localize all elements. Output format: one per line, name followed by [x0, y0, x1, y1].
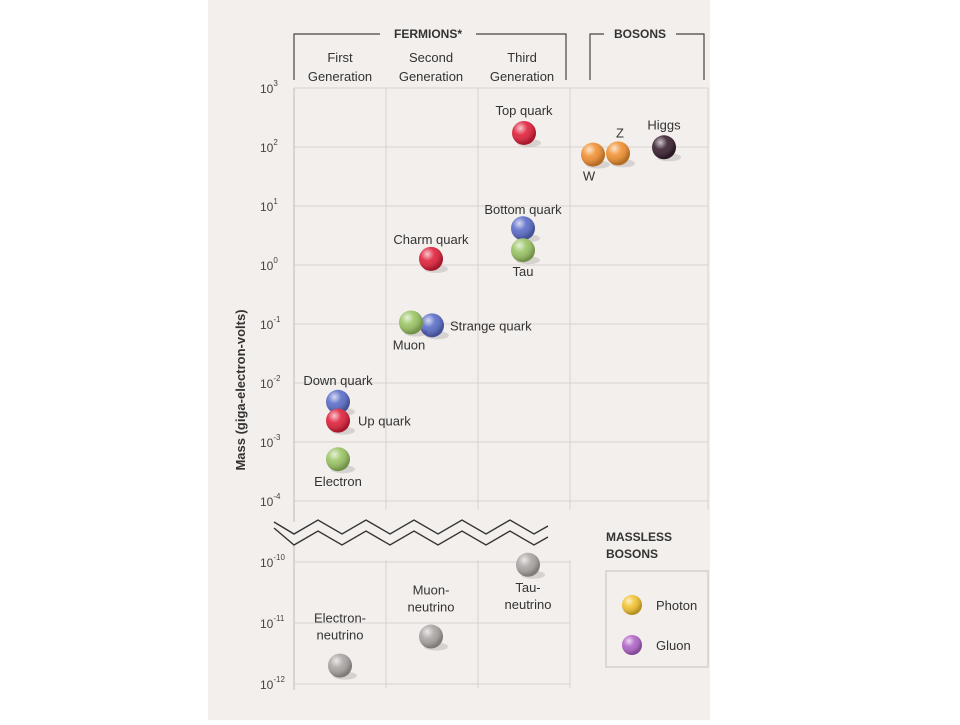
particle-label: Electron-neutrino [314, 611, 366, 643]
particles: Top quark Bottom quark Tau Charm quark Stran… [303, 103, 681, 680]
particle-label: Bottom quark [484, 202, 562, 217]
legend-ball-shine [622, 595, 642, 615]
particle-charm-quark: Charm quark [393, 232, 469, 273]
particle-ball-shine [606, 141, 630, 166]
particle-muon: Muon [393, 310, 428, 353]
particle-label: Strange quark [450, 318, 532, 333]
particle-w: W [581, 142, 610, 184]
particle-label: Tau [513, 264, 534, 279]
y-axis-label: Mass (giga-electron-volts) [233, 309, 248, 470]
massless-bosons-legend: MASSLESS BOSONS Photon Gluon [605, 530, 709, 668]
col2-header-line2: Generation [399, 69, 463, 84]
particle-ball-shine [516, 552, 540, 577]
particle-strange-quark: Strange quark [420, 313, 532, 340]
particle-ball-shine [420, 313, 444, 338]
massless-title-line1: MASSLESS [606, 530, 672, 544]
particle-ball-shine [328, 653, 352, 678]
massless-item-photon: Photon [622, 595, 697, 615]
col3-header-line2: Generation [490, 69, 554, 84]
upper-hgrid [294, 87, 708, 502]
massless-box [605, 570, 709, 668]
particle-label: Down quark [303, 373, 373, 388]
particle-z: Z [606, 125, 635, 168]
upper-grid [385, 88, 709, 510]
particle-ball-shine [511, 216, 535, 241]
particle-label: Tau-neutrino [505, 580, 552, 612]
fermions-heading: FERMIONS* [394, 27, 462, 41]
particle-ball-shine [399, 310, 423, 335]
col1-header-line1: First [327, 50, 353, 65]
particle-label: Muon-neutrino [408, 583, 455, 615]
particle-electron-neutrino: Electron-neutrino [314, 611, 366, 680]
particle-ball-shine [326, 408, 350, 433]
particle-up-quark: Up quark [326, 408, 411, 435]
particle-muon-neutrino: Muon-neutrino [408, 583, 455, 651]
legend-label: Gluon [656, 638, 691, 653]
bosons-bracket [589, 33, 705, 80]
massless-item-gluon: Gluon [622, 635, 691, 655]
particle-ball-shine [419, 246, 443, 271]
particle-ball-shine [419, 624, 443, 649]
particle-label: W [583, 169, 596, 184]
fermions-bracket [293, 33, 567, 80]
particle-electron: Electron [314, 447, 362, 489]
particle-ball-shine [326, 389, 350, 414]
axis-break-upper [273, 519, 549, 535]
particle-ball-shine [511, 238, 535, 263]
particle-bottom-quark: Bottom quark [484, 202, 562, 243]
particle-label: Muon [393, 338, 426, 353]
axis-break-lower [273, 527, 549, 546]
massless-title-line2: BOSONS [606, 547, 658, 561]
particle-label: Z [616, 125, 624, 140]
particle-top-quark: Top quark [495, 103, 553, 147]
col2-header-line1: Second [409, 50, 453, 65]
lower-grid [385, 560, 571, 688]
particle-label: Electron [314, 474, 362, 489]
particle-label: Up quark [358, 414, 411, 429]
particle-tau-neutrino: Tau-neutrino [505, 552, 552, 612]
col1-header-line2: Generation [308, 69, 372, 84]
col3-header-line1: Third [507, 50, 537, 65]
particle-tau: Tau [511, 238, 540, 279]
legend-label: Photon [656, 598, 697, 613]
particle-ball-shine [326, 447, 350, 472]
particle-ball-shine [512, 120, 536, 145]
particle-higgs: Higgs [647, 117, 681, 162]
particle-ball-shine [652, 135, 676, 160]
legend-ball-shine [622, 635, 642, 655]
particle-label: Charm quark [393, 232, 469, 247]
particle-label: Top quark [495, 103, 553, 118]
particle-ball-shine [581, 142, 605, 167]
bosons-heading: BOSONS [614, 27, 666, 41]
particle-label: Higgs [647, 117, 681, 132]
particle-down-quark: Down quark [303, 373, 373, 416]
